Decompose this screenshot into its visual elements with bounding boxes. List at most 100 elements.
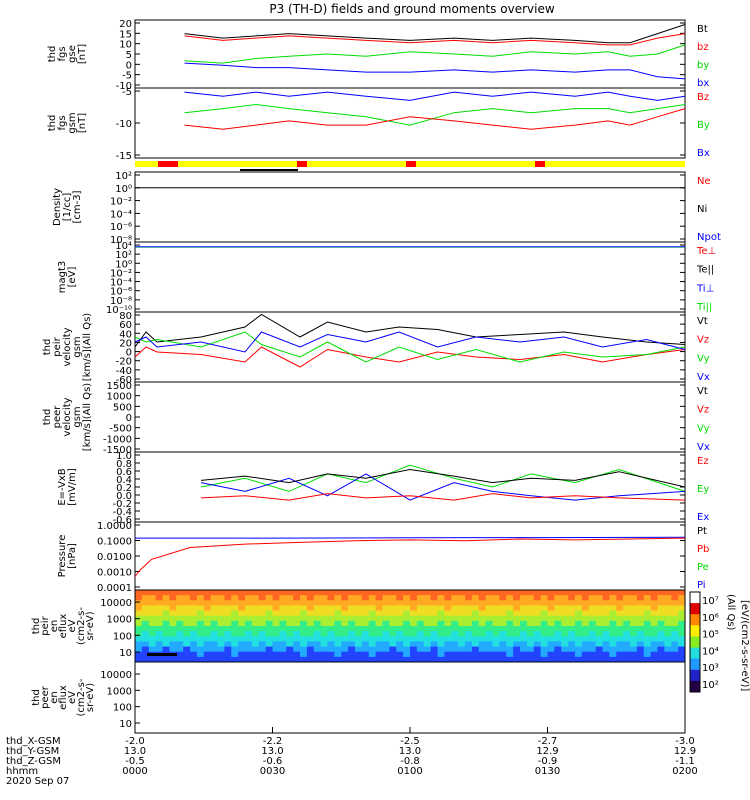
spectrogram-cell [217, 605, 225, 611]
spectrogram-cell [416, 656, 425, 663]
spectrogram-cell [423, 620, 432, 627]
y-tick-label: 10000 [100, 598, 132, 609]
spectrogram-cell [341, 600, 349, 606]
spectrogram-cell [320, 656, 328, 663]
spectrogram-cell [238, 610, 246, 617]
spectrogram-cell [169, 646, 177, 653]
spectrogram-cell [616, 605, 624, 611]
y-label-line: eflux [58, 614, 69, 639]
y-tick-label: -0.2 [112, 499, 132, 510]
spectrogram-cell [135, 600, 143, 606]
spectrogram-cell [238, 600, 246, 606]
spectrogram-cell [430, 626, 438, 632]
spectrogram-cell [492, 631, 500, 637]
y-tick-label: 10⁻⁸ [110, 235, 132, 246]
spectrogram-cell [224, 651, 232, 658]
spectrogram-cell [368, 620, 377, 627]
spectrogram-cell [444, 615, 452, 622]
spectrogram-cell [671, 610, 679, 617]
quality-bars [135, 161, 685, 171]
spectrogram-cell [444, 631, 452, 637]
spectrogram-cell [375, 651, 383, 658]
spectrogram-cell [286, 595, 294, 601]
y-label-line: thd [47, 115, 58, 132]
spectrogram-cell [155, 646, 163, 653]
spectrogram-cell [458, 651, 466, 658]
spectrogram-cell [520, 626, 528, 632]
spectrogram-cell [623, 605, 631, 611]
spectrogram-cell [595, 600, 603, 606]
spectrogram-cell [478, 620, 487, 627]
spectrogram-cell [547, 631, 555, 637]
panel-pressure: 1.0000 0.1000 0.0100 0.0010 0.0001 Pressure [n… [57, 521, 709, 594]
spectrogram-cell [396, 620, 404, 627]
spectrogram-cell [141, 626, 150, 632]
spectrogram-cell [581, 641, 590, 647]
spectrogram-cell [203, 590, 212, 596]
spectrogram-cell [485, 641, 493, 647]
y-axis-label: thd fgs gse [nT] [47, 44, 88, 64]
spectrogram-cell [382, 595, 390, 601]
y-label-line: E=-VxB [57, 468, 68, 505]
spectrogram-cell [485, 595, 493, 601]
spectrogram-cell [162, 590, 170, 596]
spectrogram-cell [375, 636, 383, 642]
spectrogram-cell [616, 590, 624, 596]
spectrogram-cell [320, 636, 328, 642]
quality-bar-black [240, 169, 298, 171]
spectrogram-cell [485, 590, 493, 596]
spectrogram-cell [526, 615, 535, 622]
spectrogram-cell [451, 620, 459, 627]
spectrogram-cell [533, 641, 542, 647]
spectrogram-cell [602, 610, 610, 617]
spectrogram-cell [231, 590, 239, 596]
spectrogram-cell [671, 605, 679, 611]
spectrogram-cell [313, 651, 322, 658]
spectrogram-cell [581, 615, 590, 622]
spectrogram-cell [561, 590, 569, 596]
legend-entry: By [697, 120, 710, 131]
spectrogram-cell [664, 610, 672, 617]
legend-entry: Npot [697, 232, 721, 243]
spectrogram-cell [231, 600, 239, 606]
panel-fgs-gsm: -5 -10 -15 thd fgs gsm [nT] Bz By Bx [47, 87, 710, 162]
spectrogram-cell [588, 620, 597, 627]
spectrogram-cell [231, 631, 239, 637]
spectrogram-cell [526, 651, 535, 658]
spectrogram-cell [141, 615, 150, 622]
spectrogram-cell [568, 651, 576, 658]
spectrogram-cell [231, 626, 239, 632]
spectrogram-cell [217, 600, 225, 606]
y-label-line: Pressure [57, 535, 68, 578]
spectrogram-cell [334, 590, 342, 596]
spectrogram-cell [478, 595, 487, 601]
x-tick-label: 13.0 [124, 746, 146, 757]
spectrogram-cell [169, 636, 177, 642]
spectrogram-cell [444, 656, 452, 663]
spectrogram-cell [169, 595, 177, 601]
spectrogram-cell [581, 636, 590, 642]
spectrogram-cell [361, 590, 370, 596]
spectrogram-cell [203, 615, 212, 622]
spectrogram-cell [540, 605, 548, 611]
spectrogram-cell [533, 590, 542, 596]
spectrogram-cell [643, 626, 652, 632]
spectrogram-cell [210, 641, 218, 647]
spectrogram-cell [141, 646, 150, 653]
spectrogram-cell [499, 636, 507, 642]
spectrogram-cell [382, 631, 390, 637]
all-qs-label: (All Qs) [725, 594, 736, 631]
y-label-line: thd [42, 409, 53, 426]
y-tick-label: 100 [113, 631, 132, 642]
spectrogram-cell [272, 646, 280, 653]
spectrogram-cell [581, 605, 590, 611]
spectrogram-cell [664, 641, 672, 647]
spectrogram-cell [196, 600, 205, 606]
spectrogram-cell [382, 636, 390, 642]
spectrogram-cell [636, 610, 645, 617]
spectrogram-cell [334, 605, 342, 611]
spectrogram-cell [588, 646, 597, 653]
panel-frame [134, 381, 686, 453]
spectrogram-cell [203, 636, 212, 642]
